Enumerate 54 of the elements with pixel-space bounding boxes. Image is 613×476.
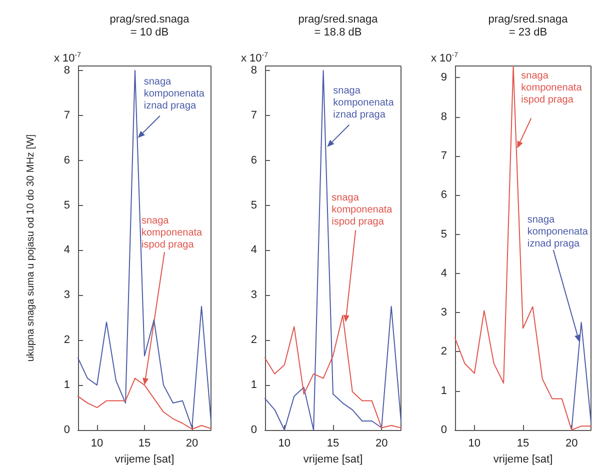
y-tick-label: 4 bbox=[440, 267, 447, 280]
y-tick-label: 8 bbox=[64, 64, 70, 76]
y-tick-label: 6 bbox=[64, 154, 70, 166]
annotation: snaga komponenata iznad praga bbox=[527, 214, 588, 250]
line-series bbox=[78, 70, 212, 428]
y-tick-label: 7 bbox=[440, 150, 447, 162]
annotation: snaga komponenata ispod praga bbox=[142, 216, 203, 251]
annotation: snaga komponenata ispod praga bbox=[521, 70, 582, 106]
y-tick-label: 5 bbox=[64, 199, 70, 212]
x-tick-label: 20 bbox=[375, 438, 388, 450]
x-axis-title: vrijeme [sat] bbox=[493, 453, 553, 466]
y-tick-label: 2 bbox=[64, 334, 70, 346]
y-tick-label: 4 bbox=[250, 244, 257, 256]
y-tick-label: 6 bbox=[250, 154, 257, 166]
annotation: snaga komponenata iznad praga bbox=[144, 76, 205, 112]
y-tick-label: 3 bbox=[440, 306, 447, 319]
y-tick-label: 8 bbox=[440, 110, 447, 123]
line-series bbox=[264, 314, 402, 428]
x-tick-label: 10 bbox=[468, 438, 481, 450]
x-tick-label: 10 bbox=[90, 438, 104, 450]
x-tick-label: 15 bbox=[138, 438, 151, 450]
y-tick-label: 0 bbox=[250, 424, 257, 436]
y-tick-label: 0 bbox=[64, 424, 70, 436]
x-tick-label: 15 bbox=[516, 438, 530, 450]
y-tick-label: 5 bbox=[440, 228, 447, 240]
x-tick-label: 10 bbox=[278, 438, 291, 450]
y-tick-label: 5 bbox=[250, 199, 257, 212]
line-series bbox=[454, 66, 592, 430]
y-tick-label: 4 bbox=[64, 244, 70, 256]
x-axis-title: vrijeme [sat] bbox=[114, 453, 174, 466]
chart-title: prag/sred.snaga = 23 dB bbox=[488, 14, 569, 38]
y-tick-label: 1 bbox=[440, 384, 447, 397]
y-tick-label: 6 bbox=[440, 189, 447, 202]
x-axis-title: vrijeme [sat] bbox=[303, 453, 363, 466]
chart-title: prag/sred.snaga = 18.8 dB bbox=[298, 14, 379, 38]
y-tick-label: 1 bbox=[64, 379, 70, 392]
y-tick-label: 1 bbox=[250, 379, 257, 392]
chart-title: prag/sred.snaga = 10 dB bbox=[110, 14, 190, 38]
y-tick-label: 2 bbox=[440, 346, 447, 358]
x-tick-label: 15 bbox=[326, 438, 340, 450]
y-tick-label: 3 bbox=[64, 289, 70, 302]
y-tick-label: 2 bbox=[250, 334, 257, 346]
y-tick-label: 0 bbox=[440, 424, 447, 436]
y-tick-label: 7 bbox=[250, 109, 257, 122]
line-series bbox=[264, 70, 402, 430]
x-tick-label: 20 bbox=[565, 438, 578, 450]
y-tick-label: 9 bbox=[440, 72, 447, 84]
y-tick-label: 3 bbox=[250, 289, 257, 302]
x-tick-label: 20 bbox=[186, 438, 198, 450]
y-tick-label: 8 bbox=[250, 64, 257, 76]
annotation: snaga komponenata iznad praga bbox=[333, 85, 394, 120]
y-axis-title: ukupna snaga suma u pojasu od 10 do 30 MHz [W] bbox=[26, 134, 36, 362]
y-tick-label: 7 bbox=[64, 109, 70, 122]
annotation: snaga komponenata ispod praga bbox=[332, 192, 393, 228]
